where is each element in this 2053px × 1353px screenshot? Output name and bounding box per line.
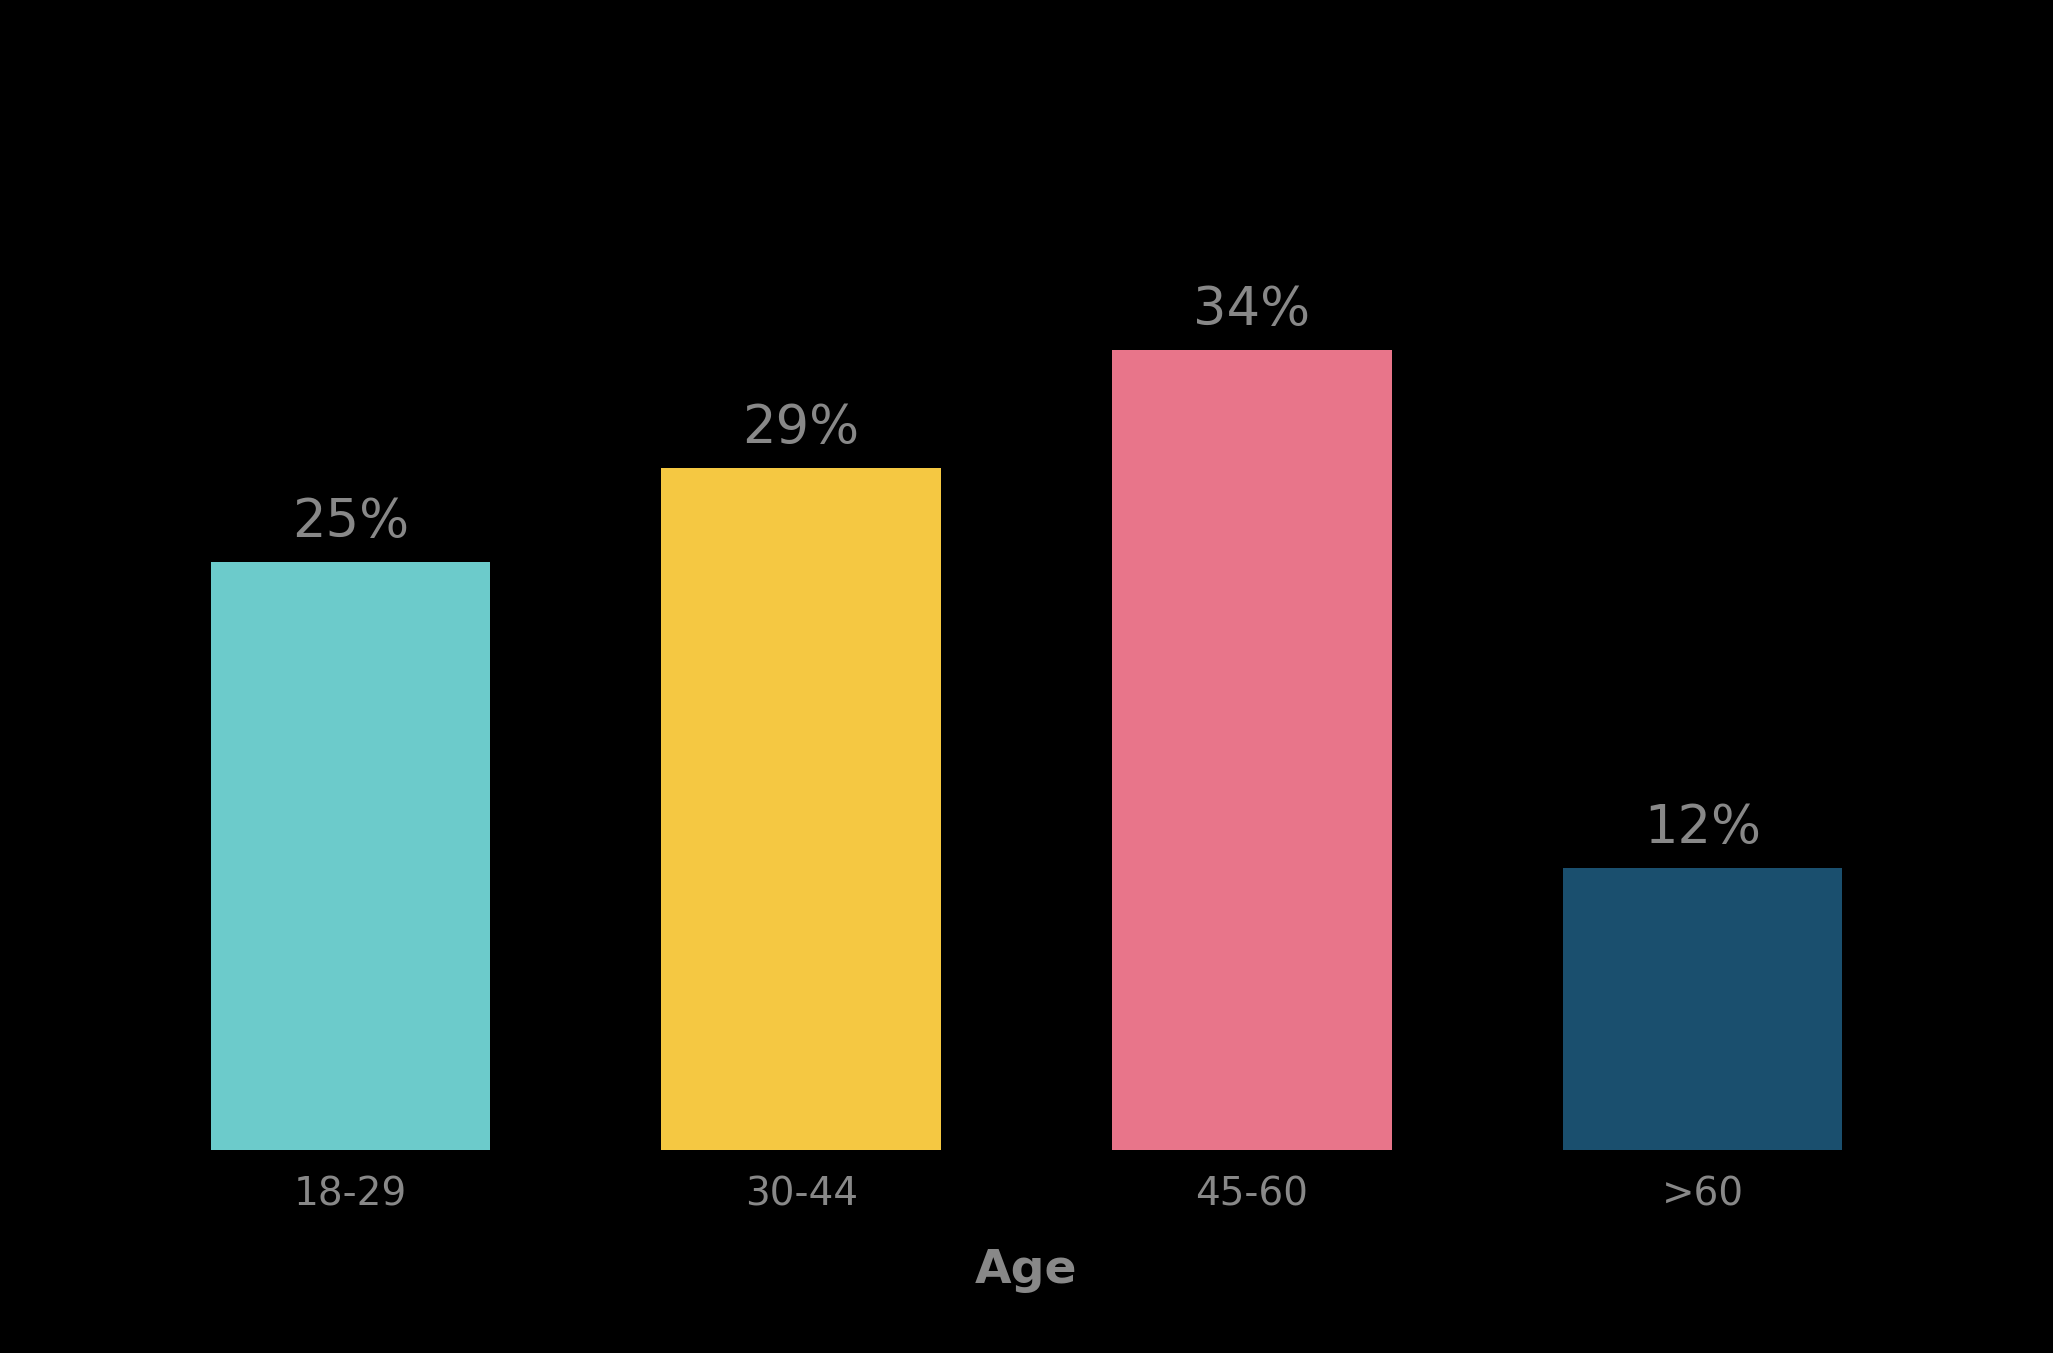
Text: 25%: 25% bbox=[292, 497, 409, 548]
Text: 12%: 12% bbox=[1644, 802, 1761, 854]
Text: 34%: 34% bbox=[1193, 284, 1310, 337]
X-axis label: Age: Age bbox=[975, 1249, 1078, 1293]
Bar bbox=[1562, 867, 1842, 1150]
Bar bbox=[1113, 350, 1392, 1150]
Bar bbox=[211, 561, 491, 1150]
Bar bbox=[661, 468, 940, 1150]
Text: 29%: 29% bbox=[743, 402, 860, 455]
